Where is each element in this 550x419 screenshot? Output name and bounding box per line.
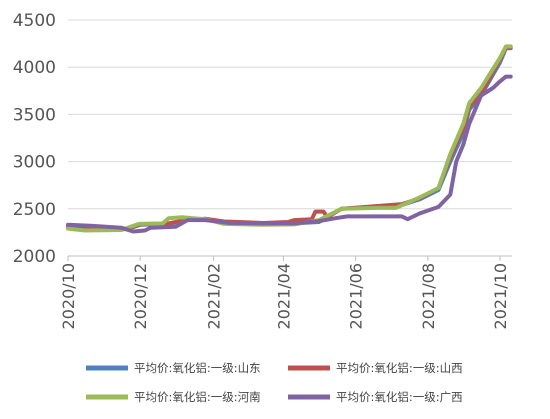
legend-label: 平均价:氧化铝:一级:广西 xyxy=(336,390,463,404)
series-line-2 xyxy=(66,45,513,231)
y-tick-label: 2000 xyxy=(13,247,56,267)
legend-label: 平均价:氧化铝:一级:山东 xyxy=(134,361,261,375)
x-tick-label: 2021/08 xyxy=(419,263,438,329)
x-tick-label: 2021/02 xyxy=(205,263,224,329)
y-tick-label: 4000 xyxy=(13,58,56,78)
series-lines xyxy=(66,44,513,234)
y-axis-ticks: 2000 2500 3000 3500 4000 4500 xyxy=(13,11,56,267)
y-tick-label: 4500 xyxy=(13,11,56,31)
series-line-3 xyxy=(66,44,513,233)
x-tick-label: 2021/06 xyxy=(347,263,366,329)
y-tick-label: 3500 xyxy=(13,105,56,125)
y-tick-label: 2500 xyxy=(13,200,56,220)
x-tick-label: 2021/10 xyxy=(491,263,510,329)
legend-label: 平均价:氧化铝:一级:河南 xyxy=(134,390,261,404)
legend-label: 平均价:氧化铝:一级:山西 xyxy=(336,361,463,375)
series-line-4 xyxy=(66,74,513,234)
x-tick-label: 2021/04 xyxy=(274,263,293,329)
x-axis-ticks: 2020/10 2020/12 2021/02 2021/04 2021/06 2021/… xyxy=(59,256,510,329)
x-tick-label: 2020/12 xyxy=(131,263,150,329)
x-tick-label: 2020/10 xyxy=(59,263,78,329)
y-tick-label: 3000 xyxy=(13,153,56,173)
